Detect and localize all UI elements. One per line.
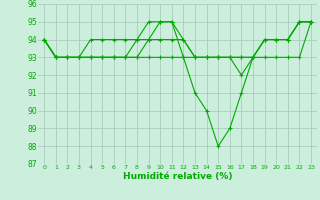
X-axis label: Humidité relative (%): Humidité relative (%) — [123, 172, 232, 181]
